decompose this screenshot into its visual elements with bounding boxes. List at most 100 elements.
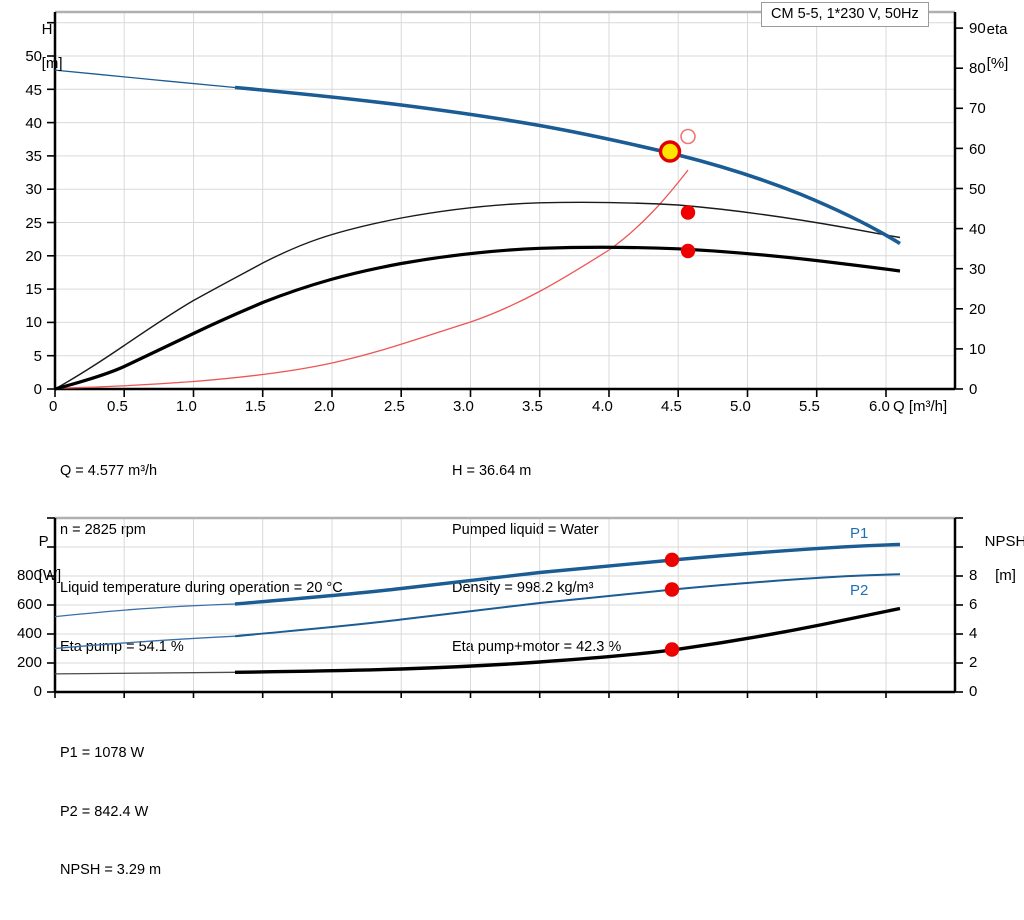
- q-tick-3.5: 3.5: [522, 398, 543, 415]
- q-tick-2.0: 2.0: [314, 398, 335, 415]
- eta-tick-80: 80: [969, 60, 986, 77]
- info-eta: Eta pump = 54.1 %: [60, 638, 184, 655]
- eta-pump-curve: [54, 201, 901, 390]
- q-tick-4.5: 4.5: [661, 398, 682, 415]
- eta-axis-name: eta: [986, 21, 1008, 38]
- h-tick-10: 10: [25, 314, 42, 331]
- duty-info-right: H = 36.64 m Pumped liquid = Water Densit…: [452, 423, 621, 696]
- npsh-axis-name: NPSH: [984, 533, 1024, 550]
- eta-pump-duty-marker: [680, 205, 696, 220]
- h-axis-unit: [m]: [41, 55, 63, 72]
- h-tick-20: 20: [25, 248, 42, 265]
- info-p2: P2 = 842.4 W: [60, 803, 149, 820]
- h-tick-15: 15: [25, 281, 42, 298]
- q-tick-5.5: 5.5: [799, 398, 820, 415]
- npsh-tick-0: 0: [969, 683, 978, 700]
- h-tick-35: 35: [25, 148, 42, 165]
- head-curve: [234, 85, 901, 246]
- lower-chart-svg: [47, 516, 963, 698]
- info-density: Density = 998.2 kg/m³: [452, 580, 594, 596]
- info-n: n = 2825 rpm: [60, 521, 146, 538]
- q-tick-2.5: 2.5: [384, 398, 405, 415]
- eta-tick-30: 30: [969, 261, 986, 278]
- h-tick-45: 45: [25, 82, 42, 99]
- h-axis-name: H: [41, 21, 53, 38]
- p2-duty-marker: [664, 582, 680, 597]
- upper-chart: [0, 0, 1024, 420]
- p2-curve-thin: [54, 635, 236, 650]
- p-tick-600: 600: [16, 596, 42, 613]
- duty-info-left: Q = 4.577 m³/h n = 2825 rpm Liquid tempe…: [60, 423, 343, 696]
- p2-curve: [234, 573, 901, 638]
- lower-chart: [0, 512, 1024, 712]
- npsh-duty-marker: [664, 642, 680, 657]
- duty-point-open-circle: [680, 128, 696, 145]
- red-thin-curve: [54, 169, 689, 389]
- npsh-tick-4: 4: [969, 625, 978, 642]
- p-tick-0: 0: [33, 683, 42, 700]
- h-tick-0: 0: [33, 381, 42, 398]
- p1-duty-marker: [664, 552, 680, 567]
- p-axis-name: P: [38, 533, 49, 550]
- h-tick-30: 30: [25, 181, 42, 198]
- q-tick-0: 0: [49, 398, 58, 415]
- upper-left-axis-title: H [m]: [25, 4, 63, 89]
- eta-tick-40: 40: [969, 221, 986, 238]
- eta-tick-0: 0: [969, 381, 978, 398]
- chart-title-box: CM 5-5, 1*230 V, 50Hz: [761, 2, 929, 27]
- info-temp: Liquid temperature during operation = 20…: [60, 580, 343, 596]
- npsh-tick-6: 6: [969, 596, 978, 613]
- p2-curve-label: P2: [850, 582, 869, 599]
- power-info: P1 = 1078 W P2 = 842.4 W NPSH = 3.29 m: [60, 705, 161, 920]
- q-tick-1.5: 1.5: [245, 398, 266, 415]
- p-tick-400: 400: [16, 625, 42, 642]
- q-tick-3.0: 3.0: [453, 398, 474, 415]
- p-tick-200: 200: [16, 654, 42, 671]
- upper-axes: [47, 12, 963, 397]
- upper-x-axis-title: Q [m³/h]: [893, 398, 948, 415]
- p-axis-unit: [W]: [38, 567, 62, 584]
- q-tick-1.0: 1.0: [176, 398, 197, 415]
- info-p1: P1 = 1078 W: [60, 745, 145, 761]
- info-q: Q = 4.577 m³/h: [60, 463, 158, 479]
- q-tick-5.0: 5.0: [730, 398, 751, 415]
- eta-tick-60: 60: [969, 141, 986, 158]
- info-liquid: Pumped liquid = Water: [452, 521, 599, 538]
- upper-chart-svg: [47, 10, 963, 397]
- duty-point[interactable]: [658, 140, 682, 163]
- eta-tick-10: 10: [969, 341, 986, 358]
- eta-tick-50: 50: [969, 181, 986, 198]
- npsh-curve-thin: [54, 671, 236, 675]
- info-etatotal: Eta pump+motor = 42.3 %: [452, 638, 622, 655]
- eta-tick-20: 20: [969, 301, 986, 318]
- info-h: H = 36.64 m: [452, 463, 532, 479]
- lower-axes: [47, 517, 963, 698]
- eta-pump-motor-curve: [54, 245, 901, 391]
- lower-left-axis-title: P [W]: [22, 516, 62, 601]
- upper-right-axis-title: eta [%]: [970, 4, 1009, 89]
- q-tick-4.0: 4.0: [592, 398, 613, 415]
- h-tick-50: 50: [25, 48, 42, 65]
- eta-axis-unit: [%]: [986, 55, 1009, 72]
- p1-curve-thin: [54, 603, 236, 618]
- p1-curve: [234, 542, 901, 606]
- h-tick-5: 5: [33, 348, 42, 365]
- info-npsh: NPSH = 3.29 m: [60, 862, 162, 878]
- eta-tick-90: 90: [969, 20, 986, 37]
- npsh-axis-unit: [m]: [995, 567, 1016, 584]
- pump-curve-page: H [m] eta [%] Q [m³/h] CM 5-5, 1*230 V, …: [0, 0, 1024, 878]
- eta-pump-motor-duty-marker: [680, 243, 696, 259]
- npsh-tick-8: 8: [969, 567, 978, 584]
- lower-right-axis-title: NPSH [m]: [968, 516, 1024, 601]
- head-curve-thin: [54, 69, 236, 89]
- q-tick-0.5: 0.5: [107, 398, 128, 415]
- p-tick-800: 800: [16, 567, 42, 584]
- npsh-curve: [234, 606, 901, 674]
- upper-grid: [55, 12, 955, 389]
- eta-tick-70: 70: [969, 100, 986, 117]
- h-tick-25: 25: [25, 215, 42, 232]
- q-tick-6.0: 6.0: [869, 398, 890, 415]
- h-tick-40: 40: [25, 115, 42, 132]
- p1-curve-label: P1: [850, 525, 869, 542]
- npsh-tick-2: 2: [969, 654, 978, 671]
